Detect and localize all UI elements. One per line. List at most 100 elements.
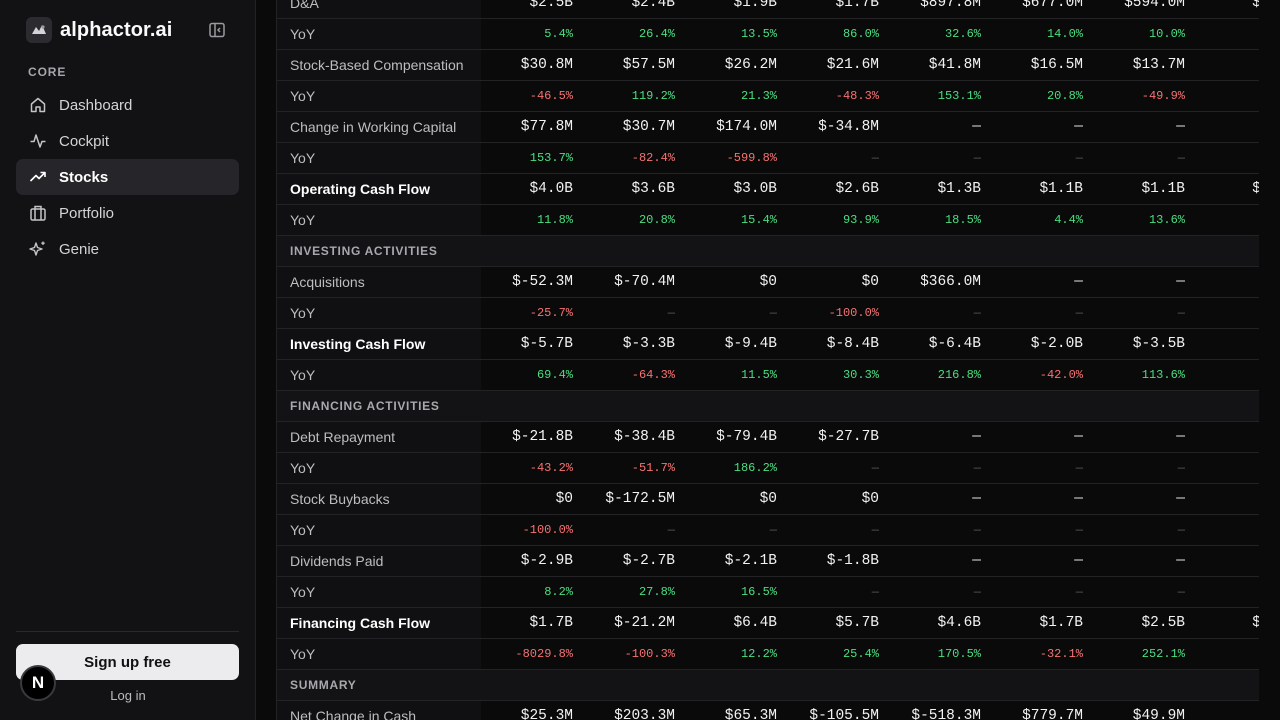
sidebar-item-label: Genie <box>59 240 100 258</box>
table-cell: $41.8M <box>928 57 981 73</box>
row-label: Debt Repayment <box>277 422 481 452</box>
table-cell: — <box>667 523 675 537</box>
table-cell: -100.3% <box>624 647 675 661</box>
table-cell: -51.7% <box>631 461 675 475</box>
table-cell: $2.5B <box>1141 615 1185 631</box>
table-cell: — <box>769 306 777 320</box>
table-cell: — <box>973 306 981 320</box>
table-cell: — <box>1075 151 1083 165</box>
table-cell: $594.0M <box>1124 0 1185 11</box>
table-cell: $0 <box>759 274 777 290</box>
row-label: YoY <box>277 19 481 49</box>
table-cell: 216.8% <box>937 368 981 382</box>
table-cell: $5.7B <box>835 615 879 631</box>
table-cell: $13.7M <box>1132 57 1185 73</box>
table-cell: -42.0% <box>1039 368 1083 382</box>
table-cell: $77.8M <box>520 119 573 135</box>
table-cell: $1.9B <box>733 0 777 11</box>
table-cell: $-1 <box>1195 336 1259 352</box>
sidebar-collapse-icon[interactable] <box>208 21 226 39</box>
sidebar-item-dashboard[interactable]: Dashboard <box>16 87 239 123</box>
table-cell: — <box>871 151 879 165</box>
table-cell: — <box>972 429 981 445</box>
table-cell: — <box>1176 491 1185 507</box>
table-cell: $57.5M <box>622 57 675 73</box>
table-cell: $1.7B <box>1039 615 1083 631</box>
briefcase-icon <box>30 205 46 221</box>
table-cell: 14.0% <box>1046 27 1083 41</box>
table-cell: $21.6M <box>826 57 879 73</box>
table-cell: — <box>871 523 879 537</box>
table-cell: $0 <box>759 491 777 507</box>
table-cell: — <box>972 553 981 569</box>
table-cell: $30.7M <box>622 119 675 135</box>
table-row: Stock Buybacks $0 $-172.5M $0 $0 — — — <box>277 484 1259 515</box>
table-cell: $26.2M <box>724 57 777 73</box>
table-cell: $4.0B <box>529 181 573 197</box>
brand[interactable]: alphactor.ai <box>26 17 172 43</box>
table-cell: 11.8% <box>536 213 573 227</box>
table-cell: — <box>973 151 981 165</box>
table-cell: — <box>871 585 879 599</box>
table-cell: $-6.4B <box>928 336 981 352</box>
table-cell: 153.1% <box>937 89 981 103</box>
yoy-row: YoY -25.7% — — -100.0% — — — <box>277 298 1259 329</box>
table-cell: $-38.4B <box>614 429 675 445</box>
table-cell: 20.8% <box>638 213 675 227</box>
table-cell: 95 <box>1195 89 1259 103</box>
table-cell: 21.3% <box>740 89 777 103</box>
sidebar-item-label: Stocks <box>59 168 109 186</box>
table-cell: — <box>972 119 981 135</box>
table-cell: 20.8% <box>1046 89 1083 103</box>
section-title: SUMMARY <box>277 670 481 700</box>
table-cell: $16.5M <box>1030 57 1083 73</box>
table-cell: 13.6% <box>1148 213 1185 227</box>
login-link[interactable]: Log in <box>110 688 146 703</box>
sidebar-item-genie[interactable]: Genie <box>16 231 239 267</box>
sidebar-item-stocks[interactable]: Stocks <box>16 159 239 195</box>
table-row: Stock-Based Compensation $30.8M $57.5M $26.… <box>277 50 1259 81</box>
row-label: Change in Working Capital <box>277 112 481 142</box>
table-cell: 88 <box>1195 647 1259 661</box>
row-label: Acquisitions <box>277 267 481 297</box>
section-title: FINANCING ACTIVITIES <box>277 391 481 421</box>
table-cell: -82.4% <box>631 151 675 165</box>
table-cell: — <box>1074 491 1083 507</box>
table-cell: — <box>1075 585 1083 599</box>
section-header-row: SUMMARY <box>277 670 1259 701</box>
row-label: YoY <box>277 577 481 607</box>
table-cell: $30.8M <box>520 57 573 73</box>
table-cell: $3.0B <box>733 181 777 197</box>
row-label: YoY <box>277 143 481 173</box>
avatar[interactable]: N <box>20 665 56 701</box>
table-cell: $65.3M <box>724 708 777 720</box>
table-cell: 170.5% <box>937 647 981 661</box>
table-cell: $0 <box>861 274 879 290</box>
brand-name: alphactor.ai <box>60 18 173 41</box>
row-label: YoY <box>277 205 481 235</box>
table-cell: 27.8% <box>638 585 675 599</box>
table-cell: — <box>1074 119 1083 135</box>
table-cell: $25.3M <box>520 708 573 720</box>
yoy-row: YoY 11.8% 20.8% 15.4% 93.9% 18.5% 4.4% 13.6% 7 <box>277 205 1259 236</box>
table-row: Acquisitions $-52.3M $-70.4M $0 $0 $366.0M — — <box>277 267 1259 298</box>
table-cell: $8 <box>1195 708 1259 720</box>
table-cell: $1.1B <box>1039 181 1083 197</box>
table-cell: 8.2% <box>544 585 573 599</box>
sidebar-item-portfolio[interactable]: Portfolio <box>16 195 239 231</box>
table-cell: 30.3% <box>842 368 879 382</box>
table-cell: 13.5% <box>740 27 777 41</box>
table-cell: $-2.9B <box>520 553 573 569</box>
row-label: Investing Cash Flow <box>277 329 481 359</box>
table-cell: 8 <box>1195 27 1259 41</box>
table-cell: -49.9% <box>1141 89 1185 103</box>
sidebar: alphactor.ai CORE Dashboard Cockpit Stoc… <box>0 0 256 720</box>
table-cell: 10.0% <box>1148 27 1185 41</box>
table-cell: $1.3B <box>937 181 981 197</box>
table-cell: $-3.3B <box>622 336 675 352</box>
row-label: YoY <box>277 639 481 669</box>
table-cell: $-172.5M <box>605 491 675 507</box>
yoy-row: YoY 8.2% 27.8% 16.5% — — — — <box>277 577 1259 608</box>
table-cell: — <box>1075 523 1083 537</box>
sidebar-item-cockpit[interactable]: Cockpit <box>16 123 239 159</box>
